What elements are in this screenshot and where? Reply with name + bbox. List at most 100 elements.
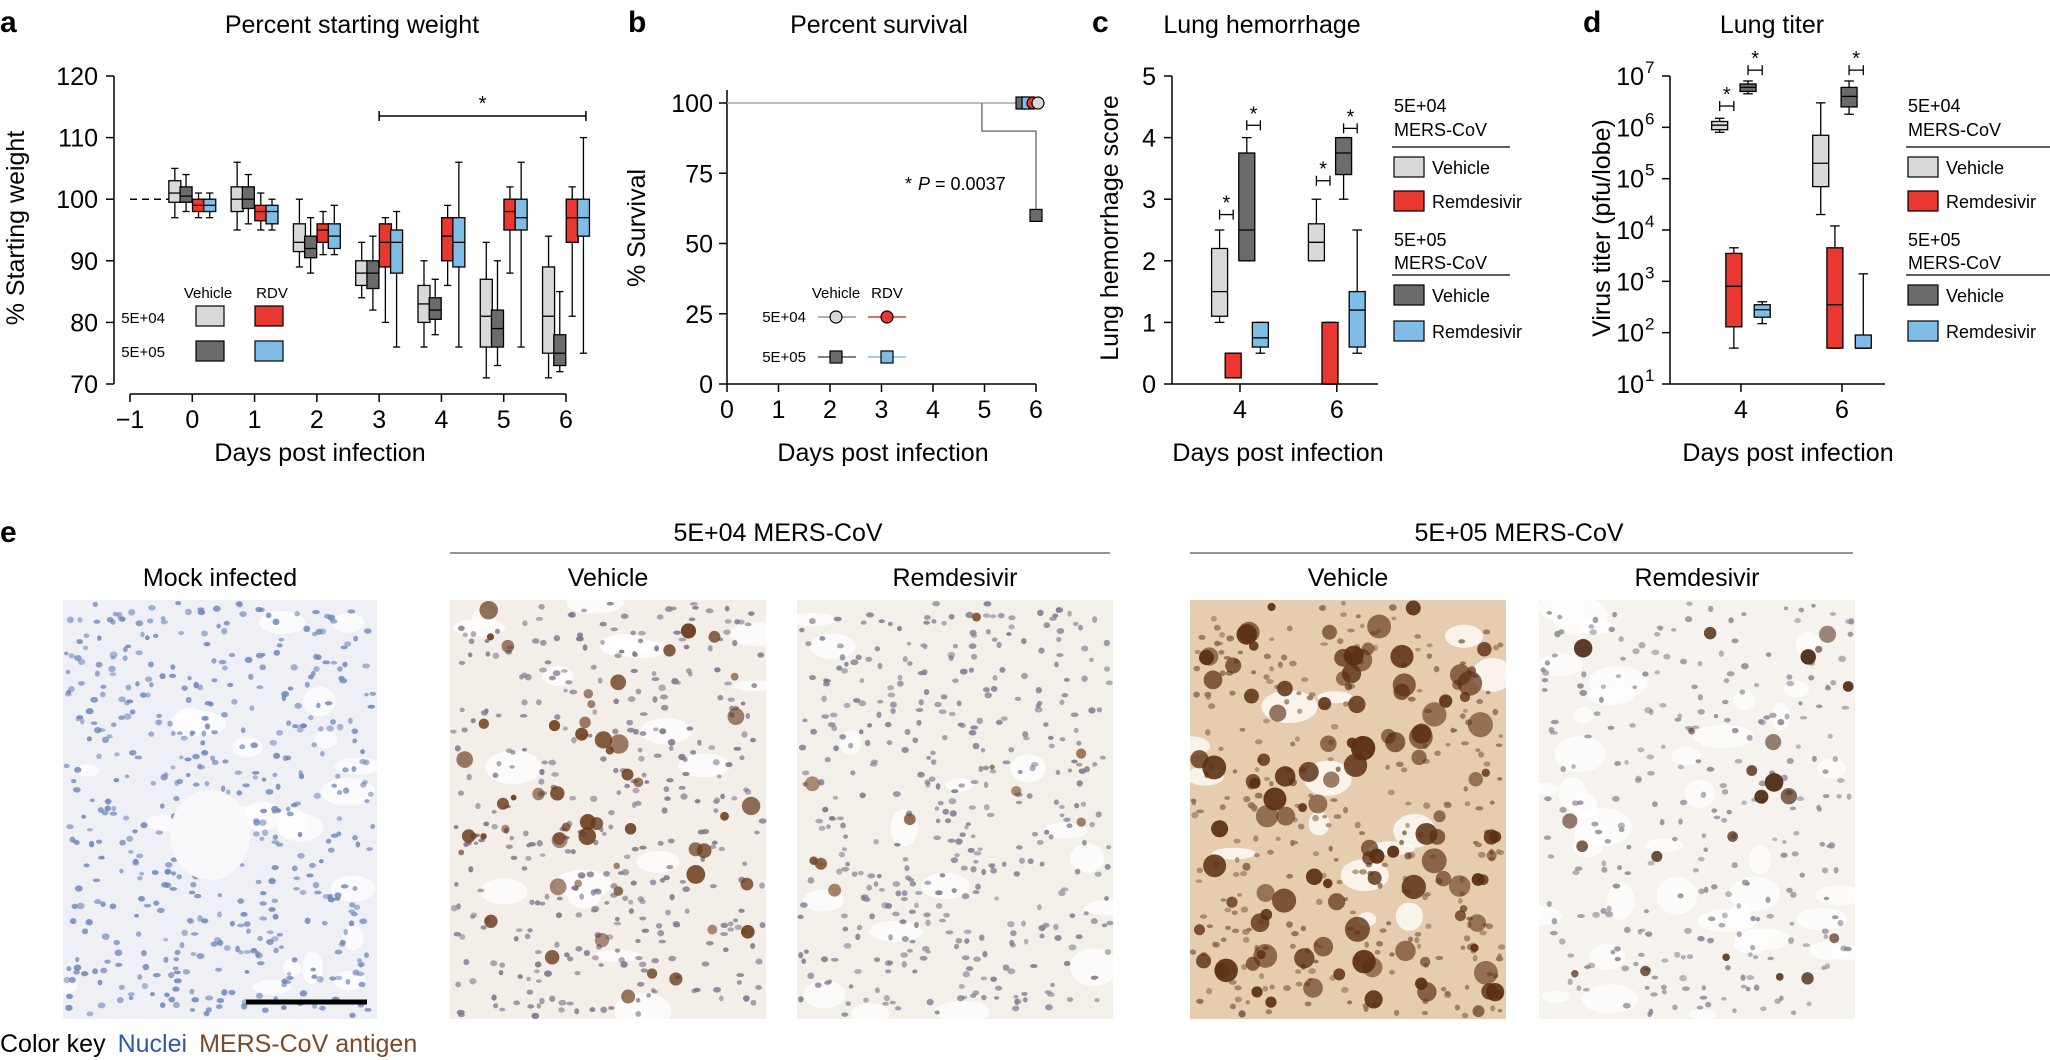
nucleus <box>1106 920 1114 926</box>
nucleus <box>78 681 85 686</box>
nucleus <box>126 835 134 842</box>
nucleus <box>463 958 470 966</box>
nucleus <box>519 674 524 680</box>
nucleus <box>218 659 227 665</box>
nucleus <box>92 968 99 975</box>
nucleus <box>839 654 846 661</box>
nucleus <box>1090 918 1098 924</box>
nucleus <box>1219 632 1226 638</box>
nucleus <box>965 822 972 827</box>
nucleus <box>1224 907 1232 913</box>
nucleus <box>1763 715 1771 720</box>
nucleus <box>1266 679 1274 685</box>
airspace <box>1815 885 1864 906</box>
nucleus <box>359 758 367 765</box>
nucleus <box>281 690 290 698</box>
nucleus <box>521 747 528 752</box>
nucleus <box>626 719 634 726</box>
nucleus <box>800 902 808 908</box>
nucleus <box>141 982 149 990</box>
nucleus <box>994 896 999 901</box>
nucleus <box>159 803 165 809</box>
nucleus <box>548 759 557 766</box>
nucleus <box>1234 985 1242 991</box>
nucleus <box>215 967 222 972</box>
nucleus <box>1760 1006 1767 1012</box>
nucleus <box>577 872 586 879</box>
nucleus <box>850 770 856 776</box>
nucleus <box>1475 806 1484 811</box>
nucleus <box>1022 731 1029 738</box>
nucleus <box>682 771 690 777</box>
nucleus <box>89 798 95 803</box>
nucleus <box>144 635 150 641</box>
legend-d-swatch-vehicle-lo <box>1907 156 1939 178</box>
nucleus <box>1588 624 1595 629</box>
nucleus <box>140 631 145 638</box>
nucleus <box>864 739 871 747</box>
nucleus <box>1732 1008 1737 1014</box>
nucleus <box>922 645 928 650</box>
nucleus <box>845 1001 851 1006</box>
a-y-tick-label: 100 <box>56 186 98 214</box>
nucleus <box>1405 822 1410 828</box>
nucleus <box>736 973 745 978</box>
nucleus <box>1497 944 1506 950</box>
c-box-box <box>1251 321 1270 348</box>
antigen-stain <box>575 727 589 741</box>
antigen-stain <box>1298 803 1308 813</box>
nucleus <box>498 969 504 976</box>
nucleus <box>924 880 932 886</box>
nucleus <box>961 955 970 961</box>
b-x-tick-label: 3 <box>875 396 889 424</box>
nucleus <box>613 767 619 774</box>
nucleus <box>887 685 894 691</box>
antigen-stain <box>1449 664 1472 686</box>
nucleus <box>1196 998 1204 1004</box>
antigen-stain <box>1477 641 1492 657</box>
nucleus <box>653 753 662 758</box>
airspace <box>232 736 263 758</box>
nucleus <box>66 966 72 972</box>
nucleus <box>1069 913 1076 918</box>
nucleus <box>942 808 950 815</box>
antigen-stain <box>484 914 498 928</box>
antigen-stain <box>1011 785 1022 797</box>
antigen-stain <box>510 794 517 801</box>
nucleus <box>680 793 688 800</box>
nucleus <box>164 869 171 875</box>
b-y-tick-label: 75 <box>685 160 713 188</box>
airspace <box>1817 758 1847 779</box>
nucleus <box>1557 614 1563 620</box>
nucleus <box>223 945 231 952</box>
nucleus <box>1063 960 1071 967</box>
nucleus <box>1414 634 1422 639</box>
nucleus <box>221 665 228 671</box>
panel-c-ylabel: Lung hemorrhage score <box>1096 95 1124 360</box>
antigen-stain <box>1829 933 1840 944</box>
nucleus <box>608 824 614 830</box>
antigen-stain <box>1244 688 1259 704</box>
antigen-stain <box>1727 831 1738 842</box>
nucleus <box>515 928 523 933</box>
nucleus <box>973 859 979 864</box>
nucleus <box>182 969 191 975</box>
nucleus <box>990 867 997 874</box>
nucleus <box>878 619 885 624</box>
nucleus <box>237 923 245 928</box>
nucleus <box>457 790 465 796</box>
nucleus <box>85 708 94 715</box>
nucleus <box>1101 923 1108 928</box>
antigen-stain <box>989 764 995 770</box>
nucleus <box>827 722 836 728</box>
d-box-box <box>1725 252 1743 328</box>
nucleus <box>637 981 645 987</box>
nucleus <box>171 730 176 737</box>
nucleus <box>1544 660 1551 666</box>
nucleus <box>458 660 466 665</box>
nucleus <box>638 755 645 762</box>
antigen-stain <box>1322 878 1333 889</box>
nucleus <box>697 739 702 746</box>
